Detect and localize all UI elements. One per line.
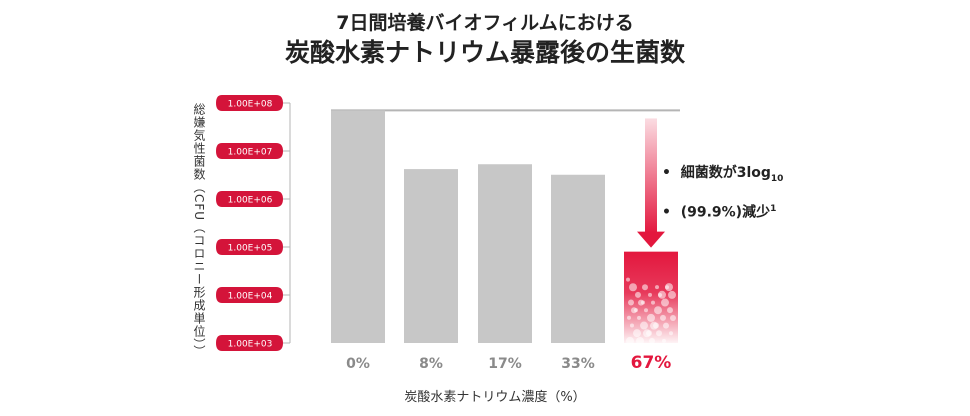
bar (404, 169, 458, 343)
bar-texture-dot (648, 292, 652, 297)
bar-texture-dot (626, 336, 634, 345)
bar-texture-dot (653, 322, 659, 329)
y-tick-label: 1.00E+07 (228, 148, 273, 158)
y-tick-label: 1.00E+06 (228, 196, 273, 206)
y-tick-pill (216, 287, 283, 303)
bar-texture-dot (647, 313, 655, 322)
bar-texture-dot (633, 329, 641, 338)
bar-texture-dot (644, 308, 648, 313)
bar-texture-dot (629, 283, 637, 292)
bar-texture-dot (656, 330, 662, 337)
bar (478, 164, 532, 343)
bar-texture-dot (655, 285, 659, 290)
x-tick-label: 67% (631, 353, 672, 373)
chart-title-line2: 炭酸水素ナトリウム暴露後の生菌数 (284, 38, 685, 67)
bar-texture-dot (661, 298, 669, 307)
bar-texture-dot (651, 300, 655, 305)
bar-texture-dot (636, 336, 644, 345)
bar-texture-dot (634, 308, 638, 313)
bar-texture-dot (654, 306, 662, 315)
bar-texture-dot (649, 337, 655, 344)
x-axis-label: 炭酸水素ナトリウム濃度（%） (404, 390, 586, 405)
y-tick-pill (216, 191, 283, 207)
bar-texture-dot (646, 330, 652, 337)
bar-texture-dot (668, 290, 676, 299)
y-tick-pill (216, 335, 283, 351)
bar-texture-dot (630, 323, 634, 328)
annotation-superscript: 1 (770, 203, 777, 214)
y-tick-label: 1.00E+03 (228, 340, 273, 350)
bar-texture-dot (628, 299, 634, 306)
bar-texture-dot (640, 321, 648, 330)
x-tick-label: 33% (561, 356, 595, 372)
annotation-line-1: • 細菌数が3log10 (662, 165, 784, 184)
reduction-annotation: • 細菌数が3log10 • (99.9%)減少1 (662, 158, 783, 227)
bar-texture-dot (670, 314, 676, 321)
y-tick-pill (216, 239, 283, 255)
annotation-text-2: (99.9%)減少 (680, 204, 771, 221)
bar-texture-dot (669, 331, 673, 336)
x-tick-label: 8% (419, 356, 443, 372)
bar-texture-dot (642, 284, 648, 291)
bar-texture-dot (665, 283, 673, 292)
reduction-arrow-shaft (645, 118, 657, 234)
annotation-text-1: 細菌数が3log (680, 165, 771, 181)
y-tick-label: 1.00E+05 (228, 244, 273, 254)
y-tick-pill (216, 95, 283, 111)
chart-title: 7日間培養バイオフィルムにおける 炭酸水素ナトリウム暴露後の生菌数 (0, 10, 970, 70)
bar-texture-dot (660, 314, 666, 321)
y-tick-pill (216, 143, 283, 159)
bar-texture-dot (667, 307, 673, 314)
bar-texture-dot (663, 322, 669, 329)
bar-texture-dot (635, 291, 641, 298)
x-tick-label: 17% (488, 356, 522, 372)
chart-title-line1: 7日間培養バイオフィルムにおける (336, 12, 634, 34)
bar (331, 110, 385, 343)
bar-texture-dot (641, 300, 645, 305)
bar-texture-dot (627, 315, 631, 320)
annotation-subscript: 10 (770, 173, 784, 184)
bar (551, 174, 605, 343)
y-axis-label: 総嫌気性菌数（CFU（コロニー形成単位）） (192, 103, 206, 359)
annotation-line-2: • (99.9%)減少1 (662, 203, 777, 221)
bar-texture-dot (626, 277, 630, 282)
bar-texture-dot (658, 290, 666, 299)
bar-texture-dot (662, 338, 666, 343)
y-tick-label: 1.00E+04 (228, 292, 273, 302)
y-tick-label: 1.00E+08 (228, 100, 273, 110)
x-tick-label: 0% (346, 356, 370, 372)
bar-texture-dot (637, 315, 641, 320)
reduction-arrowhead (637, 231, 665, 248)
